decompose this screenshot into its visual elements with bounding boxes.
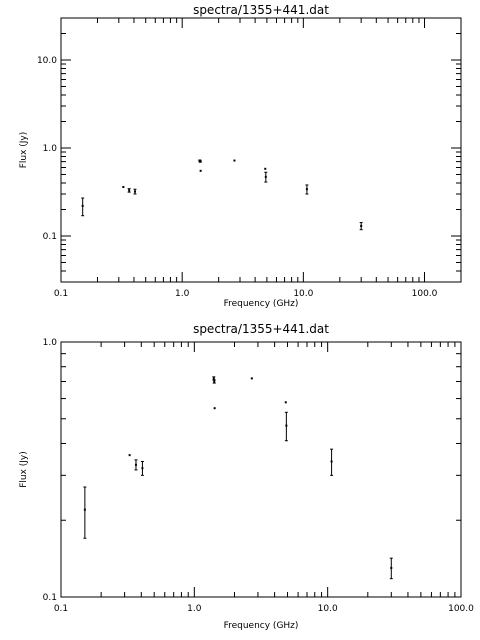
data-point xyxy=(305,188,308,191)
data-point xyxy=(264,167,267,170)
x-tick-label: 10.0 xyxy=(318,604,338,614)
data-point xyxy=(284,401,287,404)
data-point xyxy=(199,169,202,172)
data-point xyxy=(360,224,363,227)
y-tick-label: 0.1 xyxy=(43,232,57,242)
plot-frame xyxy=(60,341,462,598)
x-tick-label: 1.0 xyxy=(187,604,202,614)
data-point xyxy=(198,159,201,162)
data-point xyxy=(83,508,86,511)
plot-frame xyxy=(60,17,462,283)
y-tick-label: 1.0 xyxy=(43,144,58,154)
data-point xyxy=(264,175,267,178)
data-point xyxy=(212,377,215,380)
x-tick-label: 0.1 xyxy=(54,604,68,614)
data-point xyxy=(330,460,333,463)
data-point xyxy=(81,204,84,207)
y-axis-label: Flux (Jy) xyxy=(19,132,29,169)
data-point xyxy=(213,380,216,383)
x-axis-label: Frequency (GHz) xyxy=(224,621,299,631)
chart-title: spectra/1355+441.dat xyxy=(193,322,329,336)
data-point xyxy=(133,190,136,193)
y-axis-label: Flux (Jy) xyxy=(19,451,29,488)
x-tick-label: 1.0 xyxy=(175,289,190,299)
data-point xyxy=(199,160,202,163)
x-tick-label: 100.0 xyxy=(412,289,438,299)
y-tick-label: 0.1 xyxy=(43,593,57,603)
y-tick-label: 1.0 xyxy=(43,338,58,348)
data-point xyxy=(128,189,131,192)
x-tick-label: 100.0 xyxy=(448,604,474,614)
data-point xyxy=(141,467,144,470)
data-point xyxy=(233,159,236,162)
data-point xyxy=(213,407,216,410)
data-point xyxy=(285,424,288,427)
x-tick-label: 0.1 xyxy=(54,289,68,299)
data-point xyxy=(122,186,125,189)
data-point xyxy=(250,377,253,380)
chart-title: spectra/1355+441.dat xyxy=(193,3,329,17)
x-tick-label: 10.0 xyxy=(293,289,313,299)
x-axis-label: Frequency (GHz) xyxy=(224,299,299,309)
data-point xyxy=(134,463,137,466)
y-tick-label: 10.0 xyxy=(37,56,57,66)
data-point xyxy=(390,566,393,569)
data-point xyxy=(128,454,131,457)
